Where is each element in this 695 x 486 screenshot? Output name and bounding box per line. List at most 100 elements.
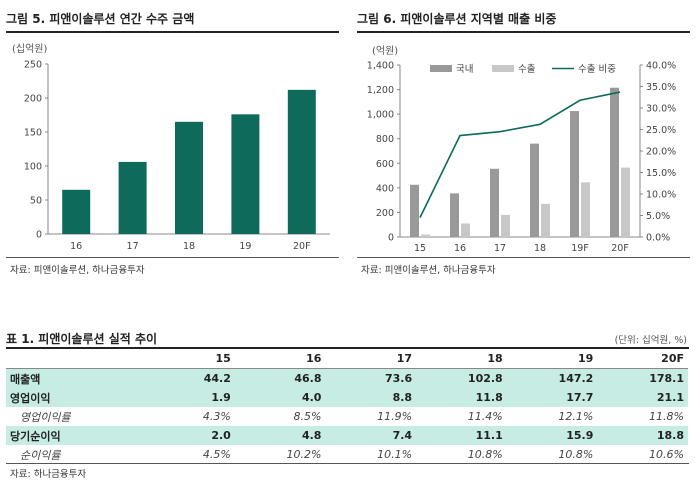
fig6-bar-export-19F — [581, 182, 590, 237]
fig5-x-tick-label: 16 — [70, 241, 82, 252]
table-column-header: 17 — [325, 349, 417, 369]
fig5-unit-label: (십억원) — [12, 44, 48, 55]
fig6-bar-export-16 — [461, 223, 470, 237]
table-cell: 2.0 — [159, 426, 235, 445]
fig6-y-tick-label: 1,000 — [367, 110, 394, 121]
table-row-label: 매출액 — [6, 368, 159, 388]
table-cell: 46.8 — [234, 368, 326, 388]
fig6-x-tick-label: 15 — [414, 243, 426, 254]
table-row: 순이익률 4.5% 10.2% 10.1% 10.8% 10.8% 10.6% — [6, 445, 688, 464]
fig6-bar-export-17 — [501, 214, 510, 237]
table-cell: 10.6% — [649, 448, 684, 461]
fig5-bar-20F — [287, 89, 316, 234]
table-cell: 4.3% — [202, 410, 231, 423]
fig6-bar-domestic-17 — [490, 168, 499, 237]
fig5-y-tick-label: 250 — [24, 60, 42, 71]
fig6-y2-tick-label: 15.0% — [646, 168, 676, 179]
table-title: 표 1. 피앤이솔루션 실적 추이 — [6, 332, 158, 346]
performance-table: 15 16 17 18 19 20F 매출액 44.2 46.8 73.6 102.8 147.2 17… — [6, 349, 688, 464]
fig6-legend-label-domestic: 국내 — [456, 64, 473, 75]
fig6-bar-export-15 — [421, 234, 430, 237]
table-cell: 8.8 — [325, 388, 417, 407]
fig6-y2-tick-label: 10.0% — [646, 190, 676, 201]
table-cell: 4.5% — [202, 448, 231, 461]
table-row: 영업이익률 4.3% 8.5% 11.9% 11.4% 12.1% 11.8% — [6, 407, 688, 426]
table-column-header: 16 — [234, 349, 326, 369]
fig6-x-tick-label: 16 — [454, 243, 466, 254]
fig6-y2-tick-label: 35.0% — [646, 82, 676, 93]
table-source: 자료: 하나금융투자 — [10, 469, 87, 480]
fig6-x-tick-label: 17 — [494, 243, 506, 254]
fig6-bar-export-20F — [621, 167, 630, 237]
table-cell: 11.8% — [649, 410, 684, 423]
table-cell: 7.4 — [325, 426, 417, 445]
fig5-bar-18 — [175, 121, 203, 234]
fig6-y-tick-label: 1,200 — [367, 85, 394, 96]
fig6-source: 자료: 피앤이솔루션, 하나금융투자 — [361, 265, 496, 276]
fig5-y-tick-label: 0 — [36, 230, 42, 241]
table-cell: 17.7 — [506, 388, 598, 407]
fig6-bar-domestic-15 — [410, 184, 419, 237]
fig6-legend-label-share: 수출 비중 — [578, 64, 616, 75]
table-row: 매출액 44.2 46.8 73.6 102.8 147.2 178.1 — [6, 368, 688, 388]
table-cell: 73.6 — [325, 368, 417, 388]
table-cell: 10.8% — [467, 448, 503, 461]
fig6-legend-swatch-export — [492, 65, 514, 72]
table-cell: 11.4% — [467, 410, 503, 423]
fig5-title-rule — [6, 31, 339, 33]
table-column-header: 18 — [416, 349, 507, 369]
table-row-label: 영업이익 — [6, 388, 159, 407]
table-header-row: 15 16 17 18 19 20F — [6, 349, 688, 369]
fig6-y2-tick-label: 5.0% — [646, 211, 670, 222]
fig6-y2-tick-label: 0.0% — [646, 233, 670, 244]
table-header-corner — [6, 349, 159, 369]
table-row: 당기순이익 2.0 4.8 7.4 11.1 15.9 18.8 — [6, 426, 688, 445]
table-column-header: 20F — [597, 349, 688, 369]
perf-table-wrap: 15 16 17 18 19 20F 매출액 44.2 46.8 73.6 102.8 147.2 17… — [6, 349, 688, 464]
fig6-legend-swatch-domestic — [430, 65, 452, 72]
table-cell: 10.2% — [286, 448, 322, 461]
fig5-x-tick-label: 19 — [239, 241, 251, 252]
fig6-legend-label-export: 수출 — [518, 64, 536, 75]
fig5-bar-chart: 0 50 100 150 200 250 16 17 18 19 20F — [24, 60, 330, 252]
table-cell: 15.9 — [506, 426, 598, 445]
table-cell: 12.1% — [558, 410, 594, 423]
fig6-y2-tick-label: 20.0% — [646, 147, 676, 158]
table-row-label: 당기순이익 — [6, 426, 159, 445]
table-column-header: 19 — [506, 349, 598, 369]
fig6-y-tick-label: 200 — [376, 208, 394, 219]
table-cell: 147.2 — [506, 368, 598, 388]
fig6-title-rule — [357, 31, 690, 33]
fig6-bar-domestic-19F — [570, 111, 579, 237]
table-bottom-rule — [6, 463, 689, 464]
table-column-header: 15 — [159, 349, 235, 369]
fig5-x-tick-label: 18 — [183, 241, 195, 252]
fig6-y-tick-label: 0 — [388, 233, 394, 244]
fig5-y-tick-label: 100 — [24, 162, 42, 173]
fig5-bar-16 — [62, 189, 91, 234]
fig6-y2-tick-label: 30.0% — [646, 104, 676, 115]
fig5-bar-19 — [231, 114, 260, 234]
table-title-rule — [6, 347, 689, 349]
table-row-label: 영업이익률 — [20, 410, 71, 424]
fig5-x-tick-label: 17 — [127, 241, 139, 252]
table-cell: 4.0 — [234, 388, 326, 407]
fig6-y2-tick-label: 25.0% — [646, 125, 676, 136]
fig6-bar-domestic-16 — [450, 193, 459, 237]
fig5-bottom-rule — [6, 257, 339, 258]
fig6-combo-chart: 0 200 400 600 800 1,000 1,200 1,400 0.0% 5.0% 10.0… — [367, 61, 676, 255]
fig5-source: 자료: 피앤이솔루션, 하나금융투자 — [10, 265, 145, 276]
table-cell: 178.1 — [597, 368, 688, 388]
fig6-x-tick-label: 19F — [571, 243, 589, 254]
fig6-bar-export-18 — [541, 203, 550, 237]
fig5-y-tick-label: 150 — [24, 128, 42, 139]
table-cell: 21.1 — [597, 388, 688, 407]
fig5-title: 그림 5. 피앤이솔루션 연간 수주 금액 — [6, 12, 195, 26]
table-cell: 10.1% — [377, 448, 413, 461]
fig6-bar-domestic-20F — [610, 87, 619, 237]
fig6-bar-domestic-18 — [530, 143, 539, 237]
table-row: 영업이익 1.9 4.0 8.8 11.8 17.7 21.1 — [6, 388, 688, 407]
table-cell: 10.8% — [558, 448, 594, 461]
table-row-label: 순이익률 — [20, 448, 61, 462]
fig5-y-tick-label: 50 — [30, 196, 42, 207]
